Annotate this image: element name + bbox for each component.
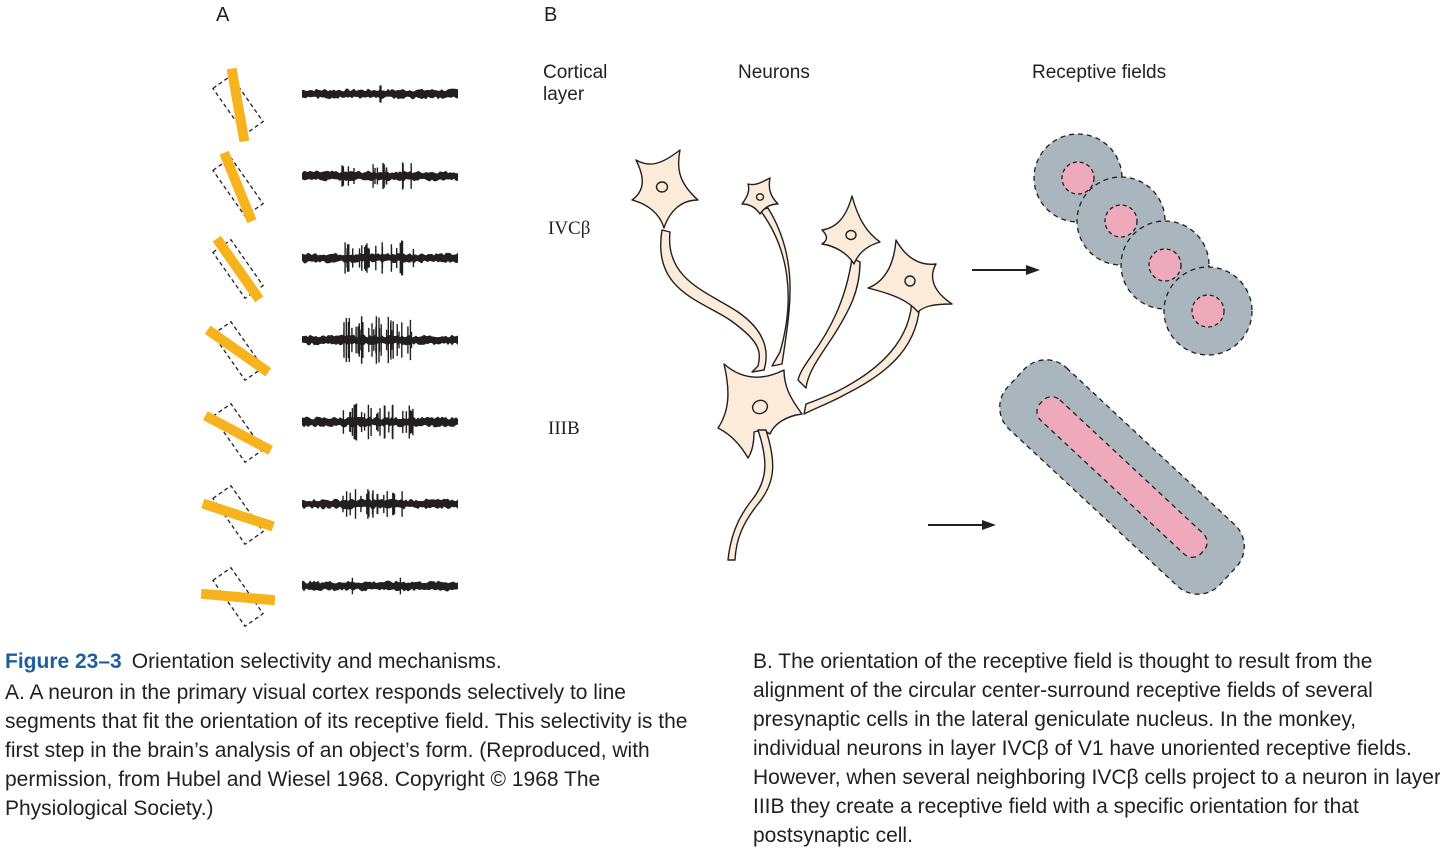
spike-train-baseline <box>302 252 458 264</box>
header-receptive-fields: Receptive fields <box>1032 62 1166 83</box>
center-surround-field <box>1163 266 1253 356</box>
panel-a-orientation-responses <box>200 67 458 628</box>
caption-panel-b: B. The orientation of the receptive fiel… <box>753 647 1440 850</box>
stimulus-bar <box>219 150 257 224</box>
neurons-illustration <box>631 149 953 561</box>
spike-train-spikes <box>341 162 412 190</box>
figure-diagram: A B Cortical layer Neurons Receptive fiel… <box>200 4 1253 628</box>
stimulus-row <box>200 566 458 628</box>
caption-panel-a: Figure 23–3 Orientation selectivity and m… <box>5 647 705 823</box>
arrow-upper-icon <box>972 265 1040 275</box>
spike-train-baseline <box>302 170 458 182</box>
stimulus-bar <box>200 588 276 606</box>
spike-train-baseline <box>302 580 458 592</box>
spike-train-spikes <box>342 403 414 441</box>
ivcb-neuron-3 <box>821 195 881 265</box>
arrow-lower-icon <box>928 520 996 530</box>
field-center <box>1104 204 1138 238</box>
header-neurons: Neurons <box>738 62 810 83</box>
field-center <box>1061 161 1095 195</box>
ivcb-axons <box>659 207 921 415</box>
spike-train-spikes <box>379 85 382 103</box>
caption-text-a: A. A neuron in the primary visual cortex… <box>5 681 688 820</box>
panel-a-label: A <box>216 4 230 26</box>
stimulus-bar <box>204 325 272 377</box>
circular-receptive-fields <box>1033 133 1253 356</box>
elongated-receptive-field <box>999 359 1245 595</box>
stimulus-bar <box>226 67 250 143</box>
spike-train-baseline <box>302 498 458 510</box>
spike-train-spikes <box>343 316 413 364</box>
elongated-field-center <box>1036 396 1208 558</box>
ivcb-neuron-1 <box>631 149 699 229</box>
stimulus-row <box>202 402 458 464</box>
field-center <box>1148 248 1182 282</box>
figure-title: Orientation selectivity and mechanisms. <box>131 650 502 673</box>
stimulus-row <box>212 235 458 303</box>
stimulus-row <box>201 484 458 546</box>
ivcb-neuron-4 <box>867 239 953 313</box>
layer-label-iiib: IIIB <box>548 418 580 439</box>
spike-train-spikes <box>342 489 403 519</box>
iiib-neuron <box>717 363 803 561</box>
stimulus-row <box>212 67 458 143</box>
spike-train-spikes <box>344 240 415 276</box>
caption-text-b: B. The orientation of the receptive fiel… <box>753 650 1440 847</box>
stimulus-bar <box>212 235 264 303</box>
iiib-axon <box>727 429 774 561</box>
ivcb-neuron-2 <box>741 177 779 215</box>
receptive-field-box <box>212 320 264 382</box>
header-cortical-layer: Cortical layer <box>543 62 607 105</box>
arrows <box>928 265 1040 530</box>
stimulus-bar <box>201 498 275 532</box>
receptive-field-box <box>212 402 264 464</box>
stimulus-row <box>204 316 458 382</box>
figure-number: Figure 23–3 <box>5 650 122 673</box>
panel-b-label: B <box>544 4 557 26</box>
stimulus-bar <box>202 411 274 455</box>
figure-title-line: Figure 23–3 Orientation selectivity and m… <box>5 647 705 676</box>
receptive-field-box <box>212 484 264 546</box>
spike-train-spikes <box>351 577 402 595</box>
field-center <box>1191 294 1225 328</box>
layer-label-ivcb: IVCβ <box>548 218 590 239</box>
stimulus-row <box>212 150 458 224</box>
